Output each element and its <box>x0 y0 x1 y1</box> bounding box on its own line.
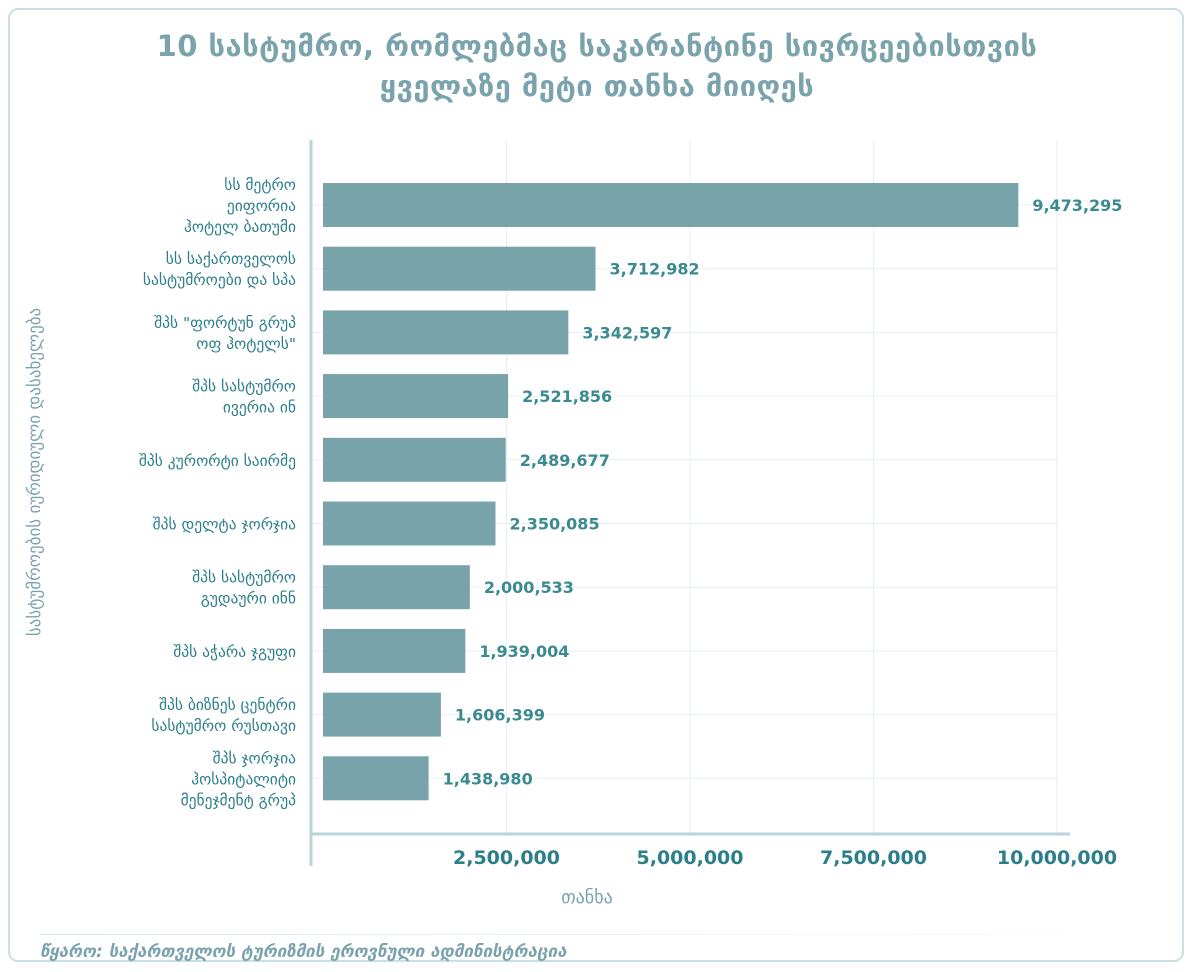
category-label-9-1: ჰოსპიტალიტი <box>191 770 296 788</box>
chart-frame <box>8 8 1184 962</box>
bar-9 <box>323 756 429 801</box>
bar-0 <box>323 183 1019 227</box>
category-label-5-0: შპს დელტა ჯორჯია <box>153 516 297 534</box>
value-label-8: 1,606,399 <box>455 706 545 725</box>
category-label-1-1: სასტუმროები და სპა <box>143 271 296 289</box>
x-tick-label-1: 5,000,000 <box>637 847 744 869</box>
category-label-6-0: შპს სასტუმრო <box>192 569 296 587</box>
value-label-6: 2,000,533 <box>484 578 574 597</box>
y-axis-title: სასტუმროების იურიდიული დასახელება <box>25 308 45 636</box>
bar-8 <box>323 692 441 737</box>
chart-title-line-1: 10 სასტუმრო, რომლებმაც საკარანტინე სივრც… <box>156 29 1038 63</box>
bar-4 <box>323 437 506 482</box>
bar-2 <box>323 310 569 355</box>
category-label-9-2: მენეჯმენტ გრუპ <box>181 791 297 809</box>
category-label-7-0: შპს აჭარა ჯგუფი <box>173 643 296 661</box>
value-label-7: 1,939,004 <box>479 642 569 661</box>
bar-6 <box>323 565 470 610</box>
value-label-4: 2,489,677 <box>520 451 610 470</box>
labels-layer: 9,473,295 სს მეტრო ეიფორია ჰოტელ ბათუმი 3,71… <box>139 176 1123 809</box>
category-label-0-0: სს მეტრო <box>224 176 296 194</box>
source-note: წყარო: საქართველოს ტურიზმის ეროვნული ადმ… <box>40 942 567 962</box>
category-label-2-1: ოფ ჰოტელს" <box>196 335 296 353</box>
source-divider <box>40 934 1160 935</box>
chart-title-line-2: ყველაზე მეტი თანხა მიიღეს <box>379 69 815 103</box>
bar-5 <box>323 501 496 546</box>
value-label-2: 3,342,597 <box>582 323 672 342</box>
value-label-5: 2,350,085 <box>509 515 599 534</box>
category-label-0-1: ეიფორია <box>227 197 296 215</box>
value-label-1: 3,712,982 <box>610 260 700 279</box>
bar-7 <box>323 628 466 673</box>
x-tick-label-2: 7,500,000 <box>820 847 927 869</box>
bar-1 <box>323 246 596 291</box>
category-label-9-0: შპს ჯორჯია <box>213 749 297 767</box>
category-label-1-0: სს საქართველოს <box>166 250 296 268</box>
category-label-3-0: შპს სასტუმრო <box>192 378 296 396</box>
bar-3 <box>323 374 509 419</box>
x-tick-label-3: 10,000,000 <box>997 847 1117 869</box>
value-label-9: 1,438,980 <box>443 769 533 788</box>
category-label-0-2: ჰოტელ ბათუმი <box>184 218 296 236</box>
x-axis-title: თანხა <box>561 887 613 908</box>
axis-layer: 2,500,000 5,000,000 7,500,000 10,000,000 თან… <box>25 140 1117 908</box>
category-label-8-1: სასტუმრო რუსთავი <box>151 717 296 735</box>
category-label-3-1: ივერია ინ <box>223 399 296 417</box>
value-label-3: 2,521,856 <box>522 387 612 406</box>
category-label-4-0: შპს კურორტი საირმე <box>139 452 296 470</box>
category-label-8-0: შპს ბიზნეს ცენტრი <box>159 696 296 714</box>
category-label-2-0: შპს "ფორტუნ გრუპ <box>154 314 296 332</box>
value-label-0: 9,473,295 <box>1032 196 1122 215</box>
category-label-6-1: გუდაური ინნ <box>201 590 296 608</box>
bars-layer <box>323 183 1019 801</box>
x-tick-label-0: 2,500,000 <box>453 847 560 869</box>
chart-title: 10 სასტუმრო, რომლებმაც საკარანტინე სივრც… <box>20 26 1174 106</box>
